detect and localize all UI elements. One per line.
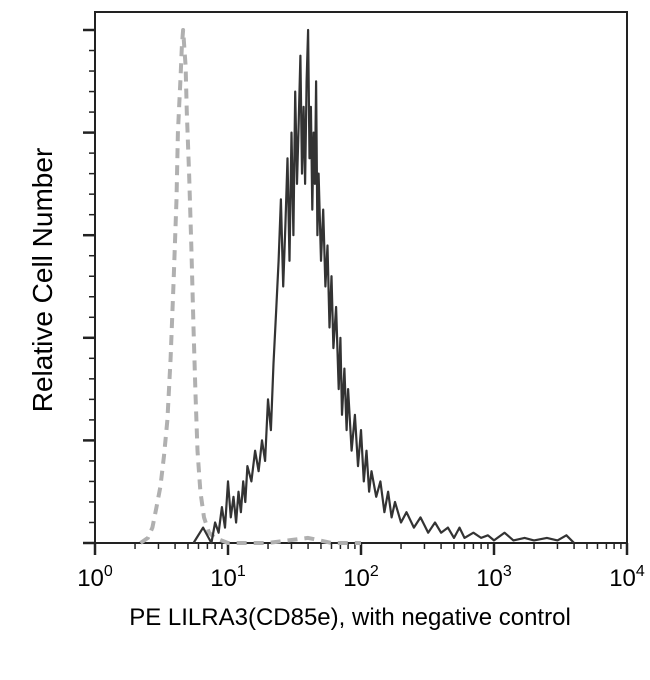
y-axis-ticks [83,28,95,545]
sample-series-line [192,28,575,545]
x-tick-label: 103 [476,563,512,592]
x-tick-label: 100 [77,563,113,592]
x-tick-label: 104 [609,563,645,592]
x-tick-label: 101 [210,563,246,592]
x-axis-tick-labels: 100 101 102 103 104 [77,563,645,592]
x-axis-label: PE LILRA3(CD85e), with negative control [129,604,571,631]
negative-control-series-line [139,28,361,545]
series-layer [139,28,575,545]
x-tick-label: 102 [343,563,379,592]
y-axis-label: Relative Cell Number [27,148,58,413]
x-axis-ticks [93,543,629,555]
plot-frame [94,11,628,544]
